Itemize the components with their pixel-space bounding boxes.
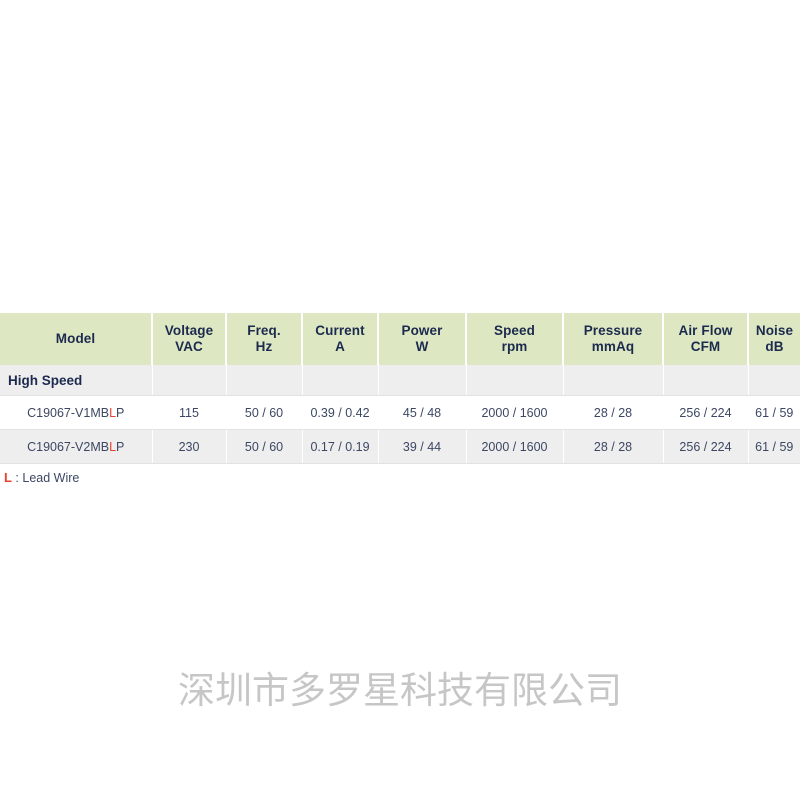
- column-header-model: Model: [0, 313, 153, 365]
- lead-wire-mark: L: [109, 405, 117, 420]
- cell-airflow: 256 / 224: [663, 429, 749, 464]
- cell-speed: 2000 / 1600: [466, 429, 564, 464]
- cell-model: C19067-V2MBLP: [0, 429, 153, 464]
- cell-noise: 61 / 59: [748, 429, 800, 464]
- footnote-text: : Lead Wire: [11, 471, 80, 485]
- cell-noise: 61 / 59: [748, 395, 800, 430]
- cell-model: C19067-V1MBLP: [0, 395, 153, 430]
- column-header-pressure-line2: mmAq: [591, 339, 635, 354]
- cell-power: 45 / 48: [378, 395, 467, 430]
- cell-speed: 2000 / 1600: [466, 395, 564, 430]
- column-header-voltage-line1: Voltage: [164, 322, 214, 338]
- company-watermark: 深圳市多罗星科技有限公司: [178, 669, 622, 712]
- group-row-spacer-freq: [226, 365, 303, 396]
- column-header-freq-line2: Hz: [255, 339, 273, 354]
- fan-specification-table: Model Voltage VAC Freq. Hz Current A Pow…: [0, 313, 800, 464]
- table-header: Model Voltage VAC Freq. Hz Current A Pow…: [0, 313, 800, 365]
- column-header-model-line1: Model: [55, 330, 96, 346]
- group-row-spacer-pressure: [563, 365, 664, 396]
- model-name-suffix: P: [116, 405, 125, 420]
- specification-table-container: 深圳市多罗星科技有限公司 Model Voltage VAC Freq. Hz: [0, 313, 800, 709]
- column-header-noise: Noise dB: [748, 313, 800, 365]
- cell-power: 39 / 44: [378, 429, 467, 464]
- group-row-spacer-noise: [748, 365, 800, 396]
- cell-freq: 50 / 60: [226, 395, 303, 430]
- cell-current: 0.39 / 0.42: [302, 395, 379, 430]
- column-header-pressure: Pressure mmAq: [563, 313, 664, 365]
- column-header-pressure-line1: Pressure: [583, 322, 643, 338]
- table-body: High Speed C19067-V1MBLP 115 50 / 60 0.3…: [0, 365, 800, 464]
- column-header-airflow-line1: Air Flow: [678, 322, 733, 338]
- column-header-airflow-line2: CFM: [690, 339, 721, 354]
- cell-pressure: 28 / 28: [563, 395, 664, 430]
- model-name-prefix: C19067-V1MB: [27, 405, 110, 420]
- cell-voltage: 115: [152, 395, 227, 430]
- cell-airflow: 256 / 224: [663, 395, 749, 430]
- table-row: C19067-V2MBLP 230 50 / 60 0.17 / 0.19 39…: [0, 429, 800, 464]
- column-header-speed-line2: rpm: [501, 339, 528, 354]
- footnote-mark: L: [4, 470, 12, 485]
- group-row-spacer-airflow: [663, 365, 749, 396]
- column-header-freq-line1: Freq.: [247, 322, 281, 338]
- column-header-power-line2: W: [415, 339, 429, 354]
- column-header-current-line2: A: [335, 339, 345, 354]
- cell-voltage: 230: [152, 429, 227, 464]
- lead-wire-mark: L: [109, 439, 117, 454]
- group-row-spacer-power: [378, 365, 467, 396]
- column-header-noise-line1: Noise: [755, 322, 794, 338]
- cell-pressure: 28 / 28: [563, 429, 664, 464]
- group-row-spacer-current: [302, 365, 379, 396]
- column-header-voltage: Voltage VAC: [152, 313, 227, 365]
- column-header-freq: Freq. Hz: [226, 313, 303, 365]
- group-row-spacer-voltage: [152, 365, 227, 396]
- cell-current: 0.17 / 0.19: [302, 429, 379, 464]
- table-group-row: High Speed: [0, 365, 800, 396]
- model-name-suffix: P: [116, 439, 125, 454]
- column-header-speed: Speed rpm: [466, 313, 564, 365]
- column-header-speed-line1: Speed: [493, 322, 535, 338]
- column-header-airflow: Air Flow CFM: [663, 313, 749, 365]
- cell-freq: 50 / 60: [226, 429, 303, 464]
- column-header-power-line1: Power: [401, 322, 443, 338]
- group-row-spacer-speed: [466, 365, 564, 396]
- table-footnote: L : Lead Wire: [4, 470, 79, 485]
- column-header-current-line1: Current: [315, 322, 365, 338]
- column-header-noise-line2: dB: [765, 339, 784, 354]
- column-header-current: Current A: [302, 313, 379, 365]
- table-row: C19067-V1MBLP 115 50 / 60 0.39 / 0.42 45…: [0, 395, 800, 430]
- column-header-power: Power W: [378, 313, 467, 365]
- group-label-high-speed: High Speed: [0, 365, 153, 396]
- column-header-voltage-line2: VAC: [175, 339, 203, 354]
- model-name-prefix: C19067-V2MB: [27, 439, 110, 454]
- table-header-row: Model Voltage VAC Freq. Hz Current A Pow…: [0, 313, 800, 365]
